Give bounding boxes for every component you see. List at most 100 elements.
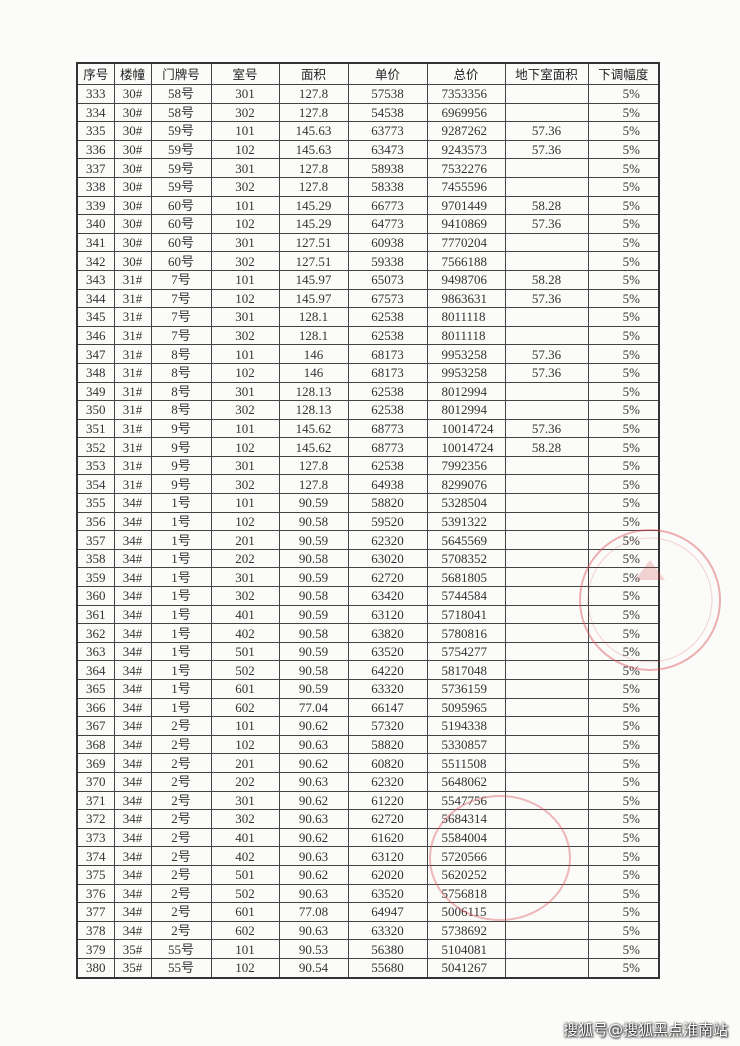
discount-cell: 5%	[587, 586, 660, 606]
table-row: 335 30# 59号 101 145.63 63773 9287262 57.36 5%	[76, 121, 660, 141]
basement-area-cell	[504, 623, 589, 643]
seq-cell: 367	[76, 716, 115, 736]
unit-price-cell: 61220	[347, 790, 428, 811]
room-cell: 102	[210, 511, 280, 532]
unit-price-cell: 63820	[347, 623, 428, 643]
seq-cell: 343	[76, 269, 115, 290]
table-row: 362 34# 1号 402 90.58 63820 5780816 5%	[76, 623, 660, 643]
total-price-cell: 7353356	[426, 84, 506, 104]
basement-area-cell	[504, 790, 589, 811]
basement-area-cell	[504, 939, 589, 959]
door-number-cell: 2号	[150, 902, 212, 922]
building-cell: 34#	[113, 864, 152, 885]
discount-cell: 5%	[587, 251, 660, 271]
area-cell: 90.59	[278, 567, 349, 588]
table-row: 367 34# 2号 101 90.62 57320 5194338 5%	[76, 716, 660, 736]
table-row: 340 30# 60号 102 145.29 64773 9410869 57.36 5%	[76, 214, 660, 234]
seq-cell: 361	[76, 604, 115, 625]
total-price-cell: 5328504	[426, 493, 506, 513]
seq-cell: 349	[76, 381, 115, 402]
building-cell: 35#	[113, 939, 152, 959]
unit-price-cell: 58338	[347, 176, 428, 197]
table-row: 351 31# 9号 101 145.62 68773 10014724 57.36 5%	[76, 418, 660, 439]
column-header: 室号	[210, 62, 280, 85]
building-cell: 30#	[113, 195, 152, 216]
total-price-cell: 10014724	[426, 418, 506, 439]
table-row: 364 34# 1号 502 90.58 64220 5817048 5%	[76, 660, 660, 680]
door-number-cell: 59号	[150, 158, 212, 178]
table-row: 334 30# 58号 302 127.8 54538 6969956 5%	[76, 102, 660, 123]
seq-cell: 346	[76, 325, 115, 346]
area-cell: 90.63	[278, 846, 349, 866]
seq-cell: 351	[76, 418, 115, 439]
discount-cell: 5%	[587, 400, 660, 420]
room-cell: 302	[210, 325, 280, 346]
table-row: 341 30# 60号 301 127.51 60938 7770204 5%	[76, 232, 660, 253]
unit-price-cell: 66773	[347, 195, 428, 216]
area-cell: 127.8	[278, 84, 349, 104]
total-price-cell: 5648062	[426, 771, 506, 792]
room-cell: 101	[210, 344, 280, 364]
discount-cell: 5%	[587, 790, 660, 811]
room-cell: 402	[210, 623, 280, 643]
door-number-cell: 2号	[150, 753, 212, 773]
building-cell: 30#	[113, 232, 152, 253]
seq-cell: 338	[76, 176, 115, 197]
unit-price-cell: 61620	[347, 827, 428, 848]
discount-cell: 5%	[587, 437, 660, 457]
table-row: 336 30# 59号 102 145.63 63473 9243573 57.36 5%	[76, 139, 660, 160]
basement-area-cell	[504, 158, 589, 178]
basement-area-cell	[504, 325, 589, 346]
building-cell: 30#	[113, 139, 152, 160]
total-price-cell: 10014724	[426, 437, 506, 457]
basement-area-cell	[504, 567, 589, 588]
door-number-cell: 2号	[150, 809, 212, 829]
total-price-cell: 9863631	[426, 288, 506, 309]
room-cell: 101	[210, 121, 280, 141]
area-cell: 90.63	[278, 734, 349, 755]
table-row: 366 34# 1号 602 77.04 66147 5095965 5%	[76, 697, 660, 718]
seq-cell: 353	[76, 455, 115, 476]
seq-cell: 341	[76, 232, 115, 253]
area-cell: 90.62	[278, 716, 349, 736]
basement-area-cell: 58.28	[504, 195, 589, 216]
column-header: 序号	[76, 62, 115, 85]
building-cell: 34#	[113, 902, 152, 922]
area-cell: 145.62	[278, 437, 349, 457]
discount-cell: 5%	[587, 697, 660, 718]
building-cell: 30#	[113, 158, 152, 178]
building-cell: 34#	[113, 641, 152, 662]
discount-cell: 5%	[587, 530, 660, 550]
room-cell: 102	[210, 362, 280, 383]
column-header: 下调幅度	[587, 62, 660, 85]
unit-price-cell: 64938	[347, 474, 428, 495]
building-cell: 34#	[113, 548, 152, 569]
total-price-cell: 5738692	[426, 920, 506, 941]
basement-area-cell	[504, 400, 589, 420]
total-price-cell: 9953258	[426, 344, 506, 364]
door-number-cell: 1号	[150, 567, 212, 588]
seq-cell: 365	[76, 679, 115, 699]
area-cell: 145.97	[278, 288, 349, 309]
discount-cell: 5%	[587, 158, 660, 178]
building-cell: 30#	[113, 176, 152, 197]
total-price-cell: 5584004	[426, 827, 506, 848]
room-cell: 302	[210, 400, 280, 420]
door-number-cell: 7号	[150, 307, 212, 327]
basement-area-cell	[504, 586, 589, 606]
table-row: 333 30# 58号 301 127.8 57538 7353356 5%	[76, 84, 660, 104]
unit-price-cell: 62538	[347, 381, 428, 402]
door-number-cell: 58号	[150, 84, 212, 104]
seq-cell: 368	[76, 734, 115, 755]
seq-cell: 373	[76, 827, 115, 848]
building-cell: 34#	[113, 623, 152, 643]
seq-cell: 363	[76, 641, 115, 662]
area-cell: 90.54	[278, 957, 349, 979]
building-cell: 31#	[113, 344, 152, 364]
unit-price-cell: 63773	[347, 121, 428, 141]
area-cell: 90.59	[278, 604, 349, 625]
area-cell: 128.13	[278, 381, 349, 402]
door-number-cell: 9号	[150, 437, 212, 457]
total-price-cell: 9410869	[426, 214, 506, 234]
room-cell: 301	[210, 158, 280, 178]
